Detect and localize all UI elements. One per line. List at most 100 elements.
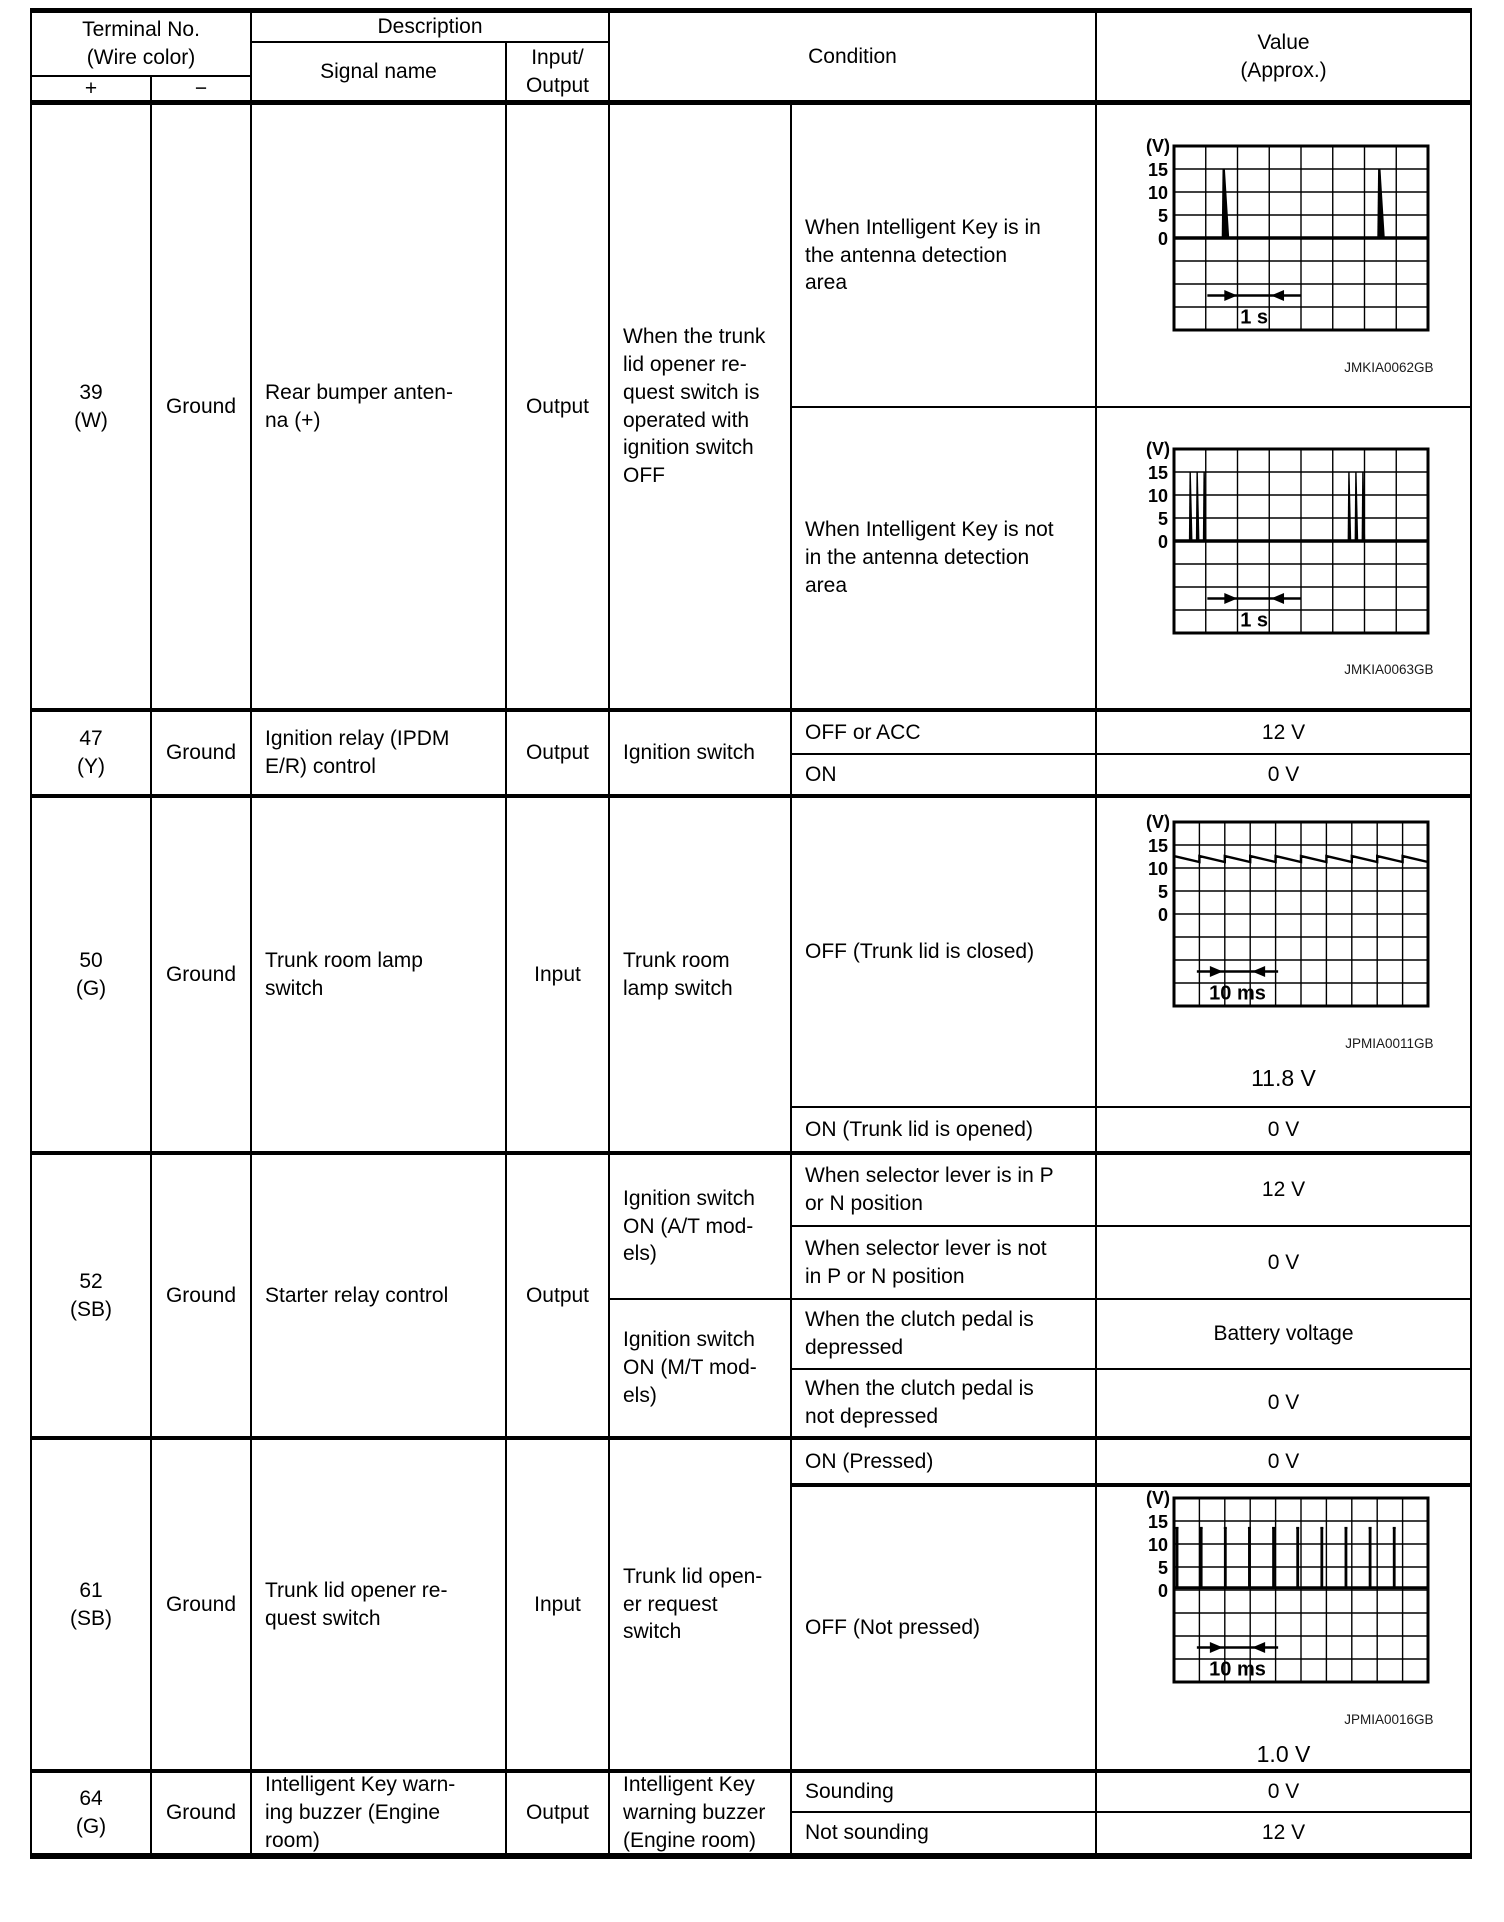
header-value: Value (Approx.)	[1097, 13, 1470, 105]
row47-wire: Ground	[152, 712, 252, 798]
svg-text:15: 15	[1147, 1512, 1167, 1532]
row47-condition-2: ON	[792, 755, 1097, 798]
row47-value-2: 0 V	[1097, 755, 1470, 798]
svg-text:5: 5	[1157, 1558, 1167, 1578]
svg-text:5: 5	[1157, 882, 1167, 902]
row61-terminal: 61 (SB)	[32, 1440, 152, 1773]
row52-io: Output	[507, 1155, 610, 1440]
svg-text:1 s: 1 s	[1240, 307, 1268, 329]
waveform-caption: JPMIA0016GB	[1344, 1712, 1434, 1728]
waveform-figure: (V) 15 10 5 0 1 s JMKIA0062GB	[1134, 134, 1434, 377]
row64-condition-2: Not sounding	[792, 1813, 1097, 1853]
row50-value-2: 0 V	[1097, 1108, 1470, 1155]
header-condition: Condition	[610, 13, 1097, 105]
row50-condition-2: ON (Trunk lid is opened)	[792, 1108, 1097, 1155]
svg-text:10: 10	[1147, 486, 1167, 506]
waveform-caption: JPMIA0011GB	[1345, 1036, 1434, 1052]
svg-text:0: 0	[1157, 532, 1167, 552]
header-minus: −	[152, 77, 252, 105]
row64-condition-context: Intelligent Key warning buzzer (Engine r…	[610, 1773, 792, 1853]
header-input-output: Input/ Output	[507, 43, 610, 105]
svg-text:(V): (V)	[1146, 439, 1170, 459]
row52-condition-1: When selector lever is in P or N positio…	[792, 1155, 1097, 1227]
header-terminal-no: Terminal No. (Wire color)	[32, 13, 252, 77]
row52-condition-context-at: Ignition switch ON (A/T mod- els)	[610, 1155, 792, 1300]
svg-text:0: 0	[1157, 1581, 1167, 1601]
waveform-caption: JMKIA0063GB	[1344, 662, 1434, 678]
svg-text:10: 10	[1147, 1535, 1167, 1555]
row64-wire: Ground	[152, 1773, 252, 1853]
row64-terminal: 64 (G)	[32, 1773, 152, 1853]
row61-signal-name: Trunk lid opener re- quest switch	[252, 1440, 507, 1773]
row39-signal-name: Rear bumper anten- na (+)	[252, 105, 507, 712]
svg-text:5: 5	[1157, 206, 1167, 226]
row52-condition-context-mt: Ignition switch ON (M/T mod- els)	[610, 1300, 792, 1440]
terminal-voltage-table: Terminal No. (Wire color) Description Si…	[30, 8, 1472, 1859]
row39-condition-2: When Intelligent Key is not in the anten…	[792, 408, 1097, 712]
row61-condition-1: ON (Pressed)	[792, 1440, 1097, 1487]
row52-terminal: 52 (SB)	[32, 1155, 152, 1440]
row39-wire: Ground	[152, 105, 252, 712]
row64-condition-1: Sounding	[792, 1773, 1097, 1813]
row50-condition-context: Trunk room lamp switch	[610, 798, 792, 1155]
header-plus: +	[32, 77, 152, 105]
row61-io: Input	[507, 1440, 610, 1773]
oscilloscope-chart: (V) 15 10 5 0 10 ms	[1134, 810, 1434, 1030]
svg-text:(V): (V)	[1146, 136, 1170, 156]
row47-value-1: 12 V	[1097, 712, 1470, 755]
waveform-value-label: 1.0 V	[1256, 1741, 1311, 1768]
waveform-figure: (V) 15 10 5 0 1 s JMKIA0063GB	[1134, 437, 1434, 680]
waveform-figure: (V) 15 10 5 0 10 ms JPMIA0011GB	[1134, 810, 1434, 1053]
row50-value-1: (V) 15 10 5 0 10 ms JPMIA0011GB 11.8 V	[1097, 798, 1470, 1108]
row61-value-2: (V) 15 10 5 0 10 ms JPMIA0016GB 1.0 V	[1097, 1487, 1470, 1773]
row52-wire: Ground	[152, 1155, 252, 1440]
row52-value-3: Battery voltage	[1097, 1300, 1470, 1370]
svg-text:15: 15	[1147, 836, 1167, 856]
row50-wire: Ground	[152, 798, 252, 1155]
row47-signal-name: Ignition relay (IPDM E/R) control	[252, 712, 507, 798]
header-description: Description	[252, 13, 610, 43]
svg-text:10 ms: 10 ms	[1209, 1659, 1266, 1681]
header-signal-name: Signal name	[252, 43, 507, 105]
row39-condition-1: When Intelligent Key is in the antenna d…	[792, 105, 1097, 408]
row39-io: Output	[507, 105, 610, 712]
svg-text:10 ms: 10 ms	[1209, 983, 1266, 1005]
svg-text:0: 0	[1157, 229, 1167, 249]
row52-signal-name: Starter relay control	[252, 1155, 507, 1440]
row39-value-1: (V) 15 10 5 0 1 s JMKIA0062GB	[1097, 105, 1470, 408]
row47-terminal: 47 (Y)	[32, 712, 152, 798]
row50-io: Input	[507, 798, 610, 1155]
row52-condition-3: When the clutch pedal is depressed	[792, 1300, 1097, 1370]
waveform-caption: JMKIA0062GB	[1344, 359, 1434, 375]
svg-text:10: 10	[1147, 183, 1167, 203]
row47-io: Output	[507, 712, 610, 798]
waveform-figure: (V) 15 10 5 0 10 ms JPMIA0016GB	[1134, 1487, 1434, 1729]
svg-text:10: 10	[1147, 859, 1167, 879]
row64-signal-name: Intelligent Key warn- ing buzzer (Engine…	[252, 1773, 507, 1853]
row47-condition-1: OFF or ACC	[792, 712, 1097, 755]
svg-text:0: 0	[1157, 905, 1167, 925]
row61-condition-2: OFF (Not pressed)	[792, 1487, 1097, 1773]
svg-text:15: 15	[1147, 160, 1167, 180]
row50-signal-name: Trunk room lamp switch	[252, 798, 507, 1155]
row64-value-2: 12 V	[1261, 1821, 1306, 1845]
oscilloscope-chart: (V) 15 10 5 0 1 s	[1134, 134, 1434, 354]
row52-value-1: 12 V	[1097, 1155, 1470, 1227]
row52-condition-4: When the clutch pedal is not depressed	[792, 1370, 1097, 1440]
row61-value-1: 0 V	[1097, 1440, 1470, 1487]
row39-condition-context: When the trunk lid opener re- quest swit…	[610, 105, 792, 712]
row52-value-4: 0 V	[1097, 1370, 1470, 1440]
oscilloscope-chart: (V) 15 10 5 0 1 s	[1134, 437, 1434, 657]
row39-terminal: 39 (W)	[32, 105, 152, 712]
svg-text:5: 5	[1157, 509, 1167, 529]
svg-text:15: 15	[1147, 463, 1167, 483]
svg-text:1 s: 1 s	[1240, 609, 1268, 631]
row50-condition-1: OFF (Trunk lid is closed)	[792, 798, 1097, 1108]
svg-text:(V): (V)	[1146, 1488, 1170, 1508]
row39-value-2: (V) 15 10 5 0 1 s JMKIA0063GB	[1097, 408, 1470, 712]
row61-condition-context: Trunk lid open- er request switch	[610, 1440, 792, 1773]
row64-value-1: 0 V	[1097, 1773, 1470, 1813]
row64-io: Output	[507, 1773, 610, 1853]
row52-value-2: 0 V	[1097, 1227, 1470, 1300]
